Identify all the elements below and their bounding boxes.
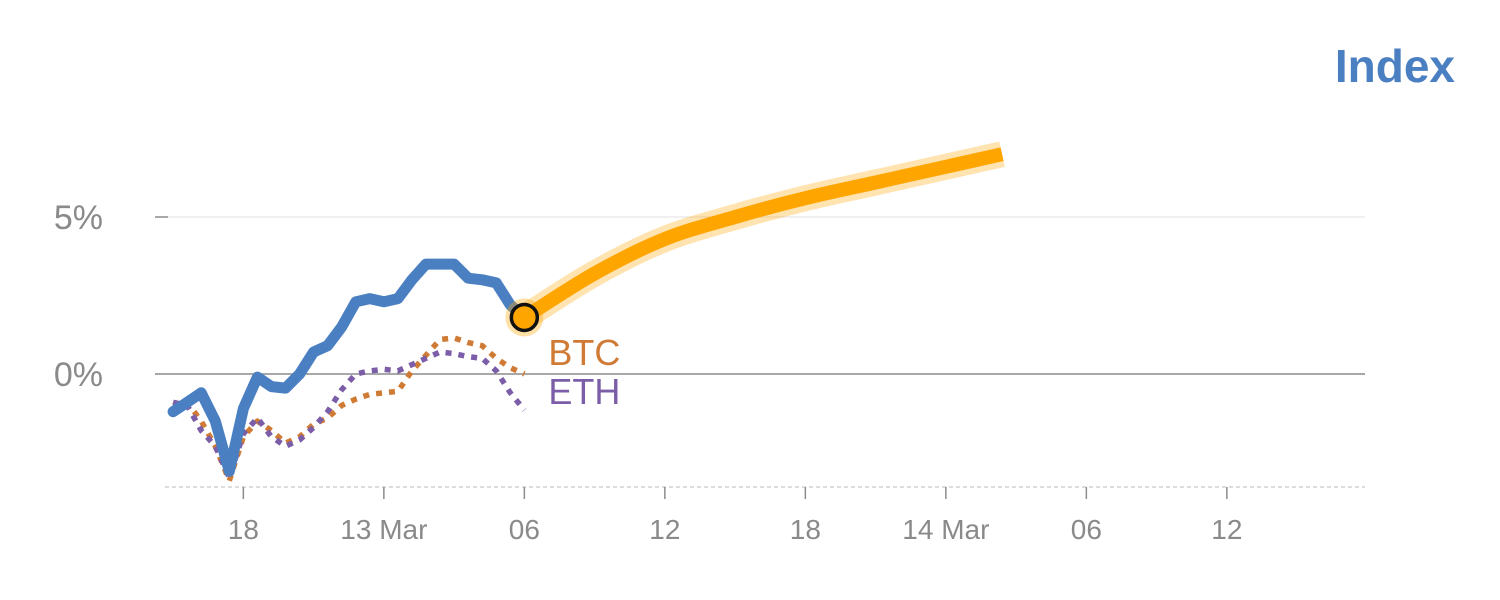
axes: 0% 5% 18 13 Mar 06 12 18 14 Mar 06 12 — [54, 199, 1365, 545]
xtick-label-4: 18 — [790, 514, 821, 545]
ytick-label-1: 5% — [54, 199, 103, 237]
xtick-label-0: 18 — [228, 514, 259, 545]
series-label-btc: BTC — [548, 332, 620, 373]
xtick-label-5: 14 Mar — [902, 514, 989, 545]
current-marker — [505, 298, 544, 337]
xtick-label-6: 06 — [1071, 514, 1102, 545]
xtick-label-3: 12 — [649, 514, 680, 545]
marker-dot — [509, 302, 540, 333]
forecast-line — [520, 147, 1004, 324]
xtick-label-7: 12 — [1211, 514, 1242, 545]
series-label-eth: ETH — [548, 371, 620, 412]
ytick-label-0: 0% — [54, 356, 103, 394]
xtick-label-2: 06 — [509, 514, 540, 545]
series-group — [167, 141, 1005, 484]
chart-title: Index — [1335, 40, 1456, 92]
xtick-label-1: 13 Mar — [340, 514, 427, 545]
series-line-index — [167, 258, 530, 477]
forecast-band — [517, 141, 1005, 329]
grid-lines — [155, 216, 1365, 375]
